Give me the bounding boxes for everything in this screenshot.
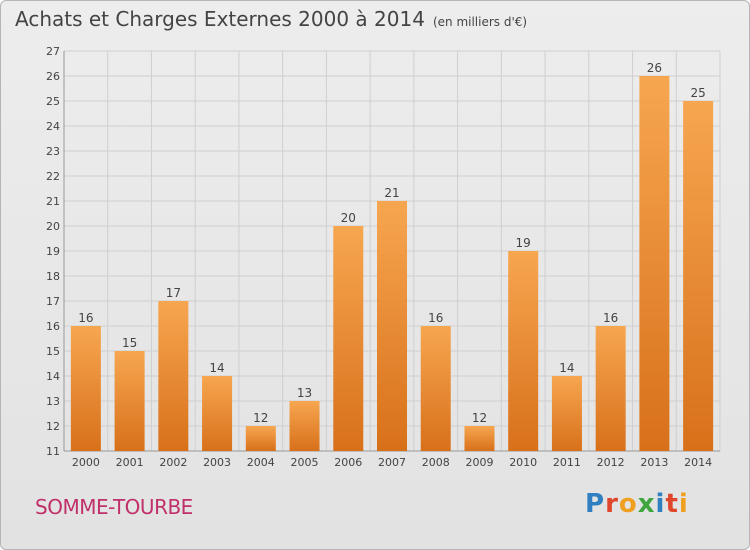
logo-letter: x [637,489,656,519]
bar [377,201,407,451]
logo-letter: i [655,489,666,519]
bar [595,326,626,451]
bar [420,326,451,451]
x-tick-label: 2010 [509,456,537,469]
commune-name: SOMME-TOURBE [35,495,193,519]
logo-letter: i [678,489,689,519]
y-tick-label: 27 [46,45,60,58]
bar [551,376,582,451]
y-tick-label: 20 [46,220,60,233]
y-tick-label: 23 [46,145,60,158]
y-tick-label: 24 [46,120,60,133]
bar-value-label: 16 [78,311,93,325]
bar [114,351,145,451]
bar-value-label: 19 [516,236,531,250]
bar-value-label: 14 [559,361,574,375]
bar-value-label: 15 [122,336,137,350]
y-tick-label: 22 [46,170,60,183]
y-tick-label: 15 [46,345,60,358]
bars [70,76,714,451]
y-tick-label: 26 [46,70,60,83]
bar-value-label: 20 [341,211,356,225]
bar-value-label: 14 [209,361,224,375]
logo-letter: t [665,489,679,519]
bar [202,376,233,451]
y-tick-label: 13 [46,395,60,408]
bar-value-label: 26 [647,61,662,75]
y-tick-label: 14 [46,370,60,383]
bar-value-label: 17 [166,286,181,300]
x-tick-label: 2004 [247,456,275,469]
y-tick-label: 12 [46,420,60,433]
bar [158,301,189,451]
x-tick-label: 2000 [72,456,100,469]
y-tick-label: 11 [46,445,60,458]
x-tick-label: 2013 [640,456,668,469]
bar [333,226,364,451]
x-tick-label: 2007 [378,456,406,469]
bar-value-label: 21 [384,186,399,200]
bar [70,326,101,451]
bar [639,76,670,451]
unit-label: (en milliers d'€) [432,15,528,29]
y-tick-label: 21 [46,195,60,208]
bar [683,101,714,451]
bar [508,251,539,451]
x-tick-label: 2011 [553,456,581,469]
bar-value-label: 16 [603,311,618,325]
x-tick-label: 2003 [203,456,231,469]
bar [464,426,495,451]
bar-value-label: 12 [472,411,487,425]
bar [289,401,320,451]
y-tick-label: 25 [46,95,60,108]
x-tick-label: 2014 [684,456,712,469]
x-tick-label: 2001 [116,456,144,469]
x-tick-label: 2006 [334,456,362,469]
bar-value-label: 13 [297,386,312,400]
x-tick-label: 2002 [159,456,187,469]
x-tick-label: 2009 [465,456,493,469]
y-tick-label: 17 [46,295,60,308]
y-tick-label: 18 [46,270,60,283]
axes: 11 12 13 14 15 16 17 18 19 20 21 22 23 24 25 26 27 2000 20… [46,45,720,469]
data-labels: 16 15 17 14 12 13 20 21 16 12 19 14 16 26 25 [78,61,706,425]
x-tick-label: 2005 [291,456,319,469]
y-tick-label: 16 [46,320,60,333]
proxiti-logo: Proxiti [585,489,689,519]
bar [245,426,276,451]
logo-letter: P [585,489,606,519]
y-tick-label: 19 [46,245,60,258]
bar-value-label: 25 [690,86,705,100]
x-tick-label: 2012 [597,456,625,469]
logo-letter: o [618,489,638,519]
x-tick-label: 2008 [422,456,450,469]
logo-letter: r [605,489,619,519]
bar-value-label: 12 [253,411,268,425]
bar-value-label: 16 [428,311,443,325]
chart-title: Achats et Charges Externes 2000 à 2014 (e… [15,7,528,31]
